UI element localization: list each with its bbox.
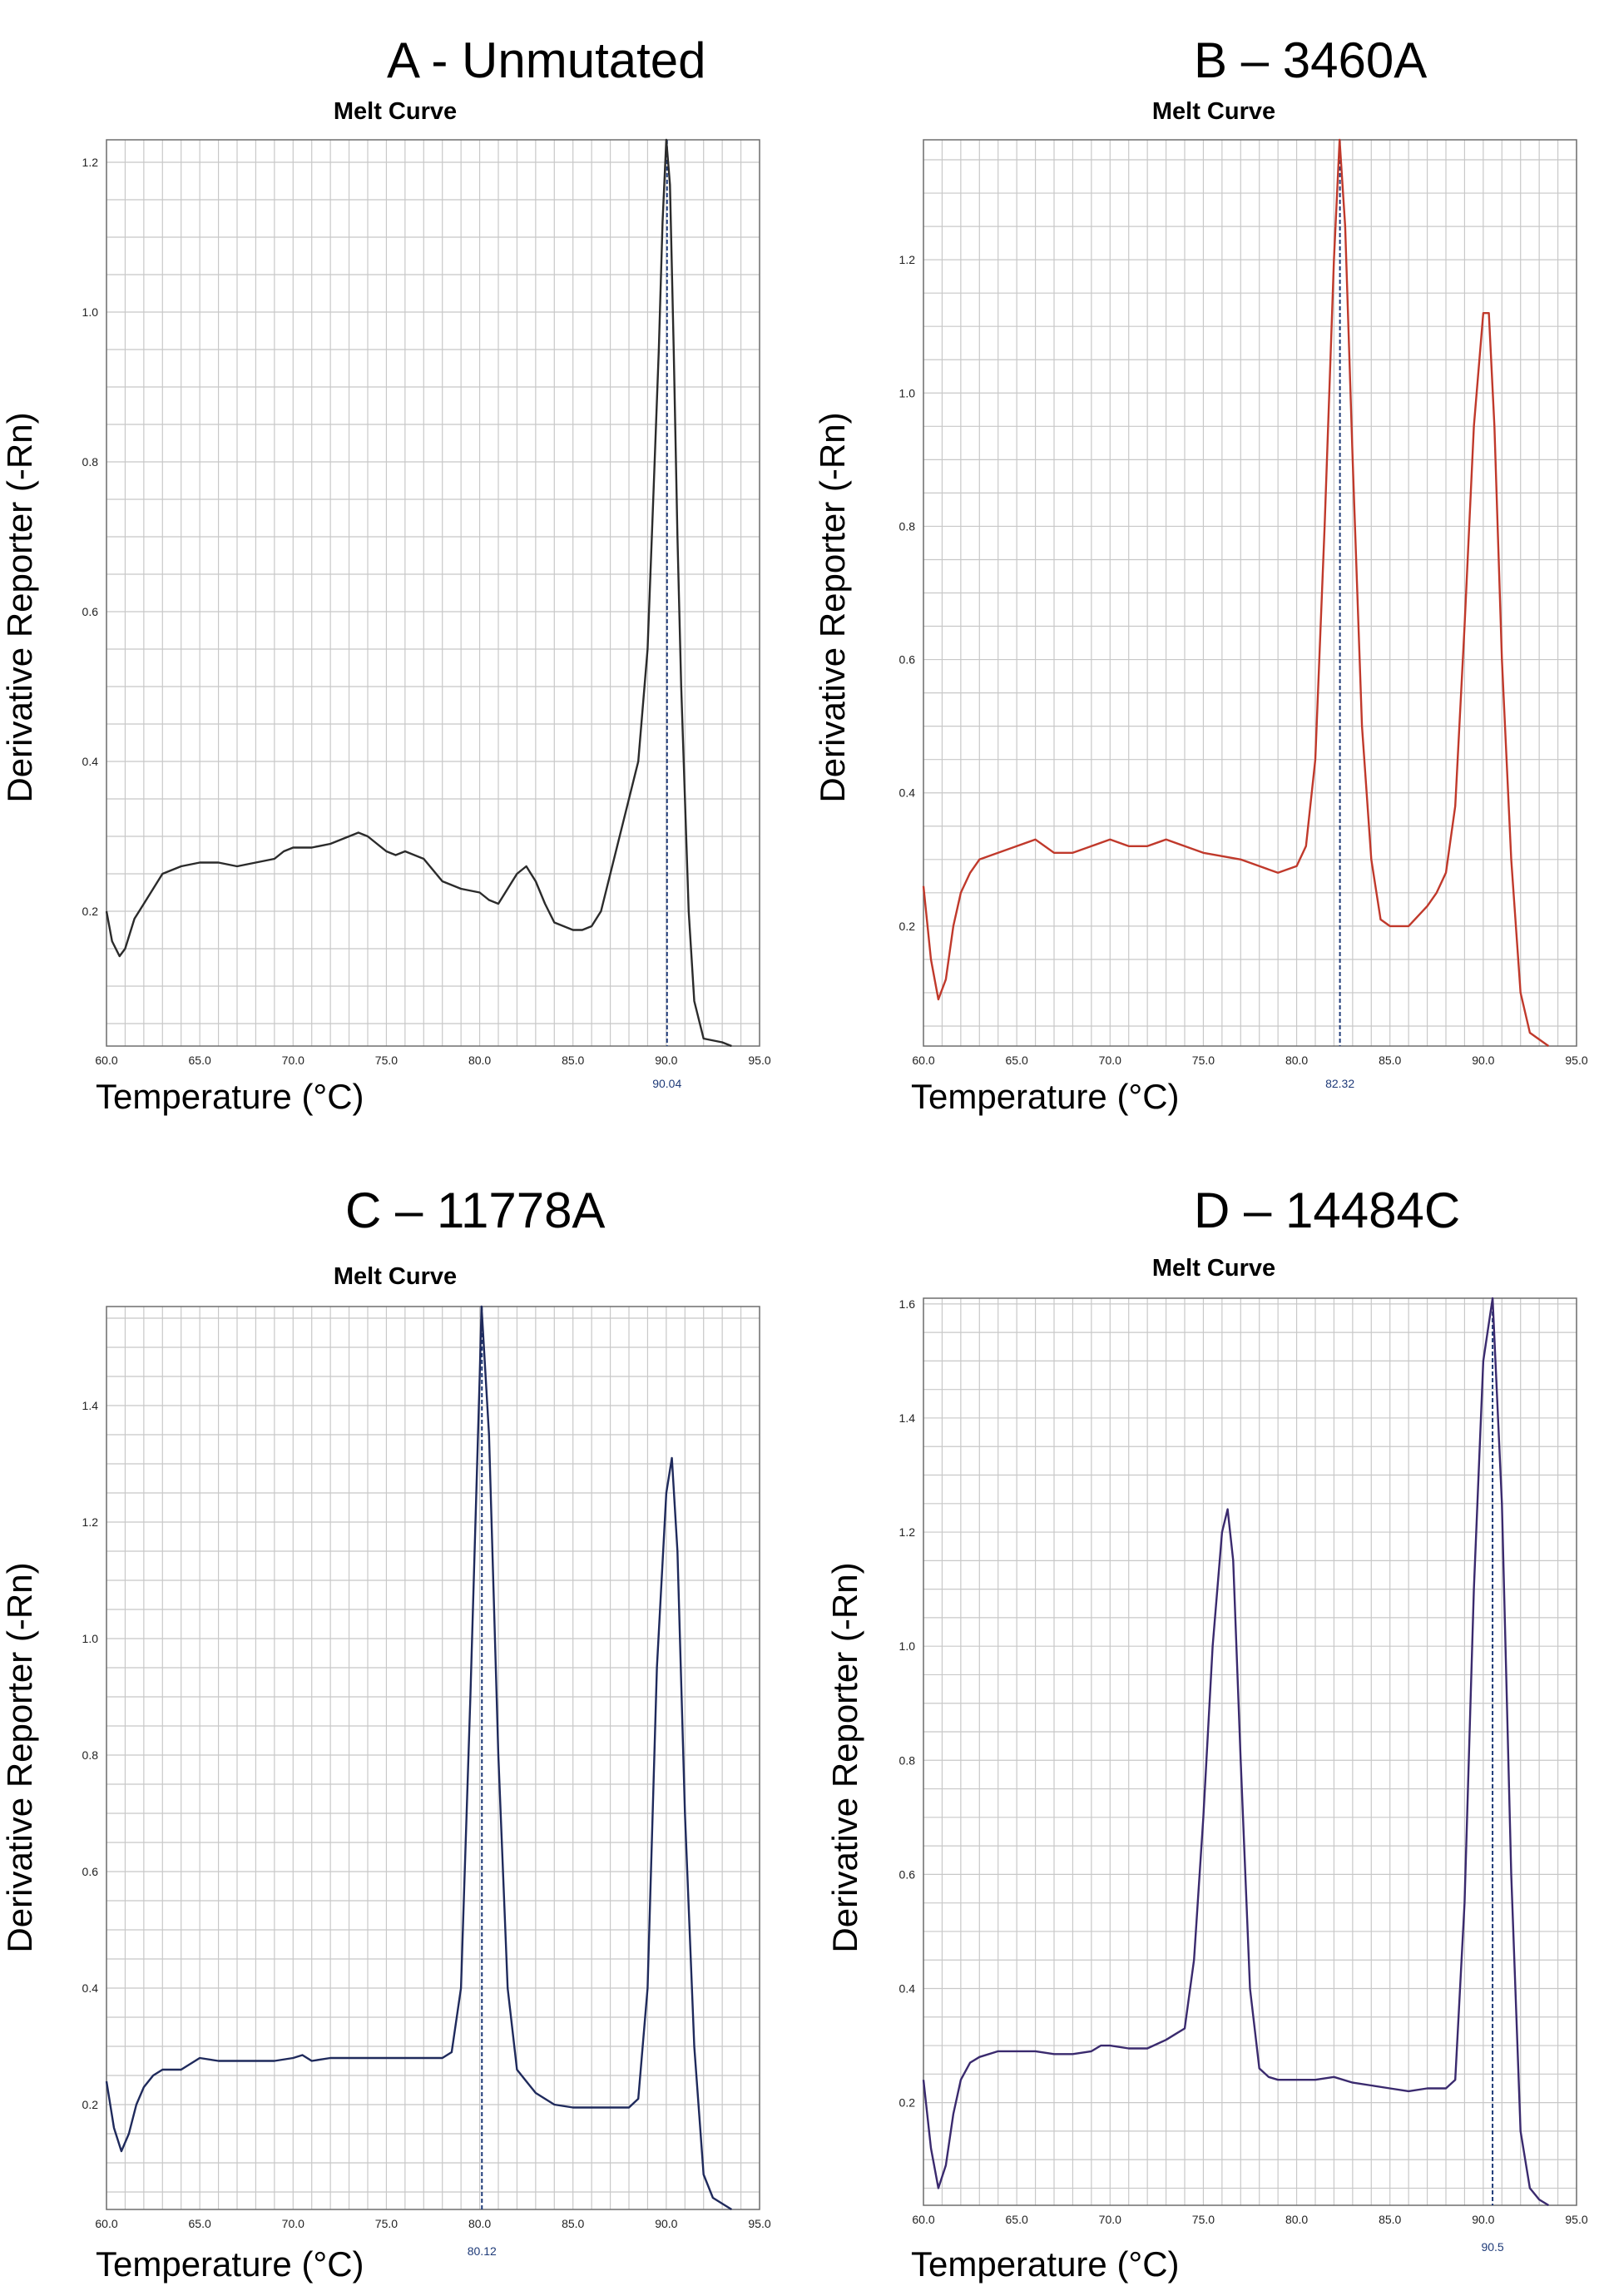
melt-curve-series-line <box>105 1305 733 2211</box>
y-tick-label: 0.4 <box>899 786 916 800</box>
y-tick-label: 1.6 <box>899 1297 916 1311</box>
x-tick-label: 80.0 <box>468 1054 491 1067</box>
x-tick-label: 85.0 <box>562 1054 584 1067</box>
x-tick-label: 95.0 <box>748 1054 770 1067</box>
chart-title: Melt Curve <box>1152 1255 1275 1282</box>
melt-curve-series-line <box>922 1297 1550 2207</box>
x-tick-label: 95.0 <box>1565 1054 1587 1067</box>
y-axis-label: Derivative Reporter (-Rn) <box>0 1562 39 1952</box>
peak-marker-label: 90.5 <box>1481 2240 1503 2254</box>
x-tick-label: 75.0 <box>375 1054 398 1067</box>
y-tick-label: 0.6 <box>82 605 99 618</box>
y-tick-label: 0.8 <box>82 1748 99 1762</box>
y-tick-label: 0.4 <box>899 1981 916 1995</box>
plot-frame <box>923 1297 1577 2206</box>
panel-heading: A - Unmutated <box>387 32 706 88</box>
plot-frame <box>106 1306 760 2210</box>
y-axis-label: Derivative Reporter (-Rn) <box>813 412 852 802</box>
y-tick-label: 0.8 <box>899 519 916 533</box>
y-tick-label: 1.4 <box>899 1411 916 1425</box>
x-tick-label: 70.0 <box>1099 1054 1121 1067</box>
chart-title: Melt Curve <box>334 1263 457 1290</box>
melt-curve-series-line <box>922 138 1550 1047</box>
chart-panel: C – 11778A Melt Curve 60.0 65.0 70.0 75.0 80.0… <box>0 1183 771 2284</box>
peak-marker-label: 82.32 <box>1325 1077 1354 1090</box>
y-tick-label: 1.2 <box>82 156 99 169</box>
y-tick-label: 0.8 <box>899 1753 916 1767</box>
x-tick-label: 65.0 <box>189 2217 211 2230</box>
y-tick-label: 0.2 <box>82 905 99 918</box>
x-tick-label: 85.0 <box>1379 2213 1401 2226</box>
plot-frame <box>923 139 1577 1047</box>
peak-marker-label: 90.04 <box>652 1077 681 1090</box>
x-axis-label: Temperature (°C) <box>96 2244 364 2284</box>
x-tick-label: 70.0 <box>282 2217 304 2230</box>
y-tick-label: 1.2 <box>899 253 916 266</box>
y-tick-label: 0.2 <box>82 2098 99 2111</box>
y-tick-label: 0.6 <box>899 1867 916 1881</box>
grid <box>106 140 760 1046</box>
x-tick-label: 60.0 <box>912 1054 934 1067</box>
x-tick-label: 75.0 <box>1192 1054 1215 1067</box>
y-axis-label: Derivative Reporter (-Rn) <box>825 1562 864 1952</box>
panel-heading: C – 11778A <box>345 1183 605 1238</box>
x-tick-label: 75.0 <box>375 2217 398 2230</box>
grid <box>923 140 1577 1046</box>
plot-area <box>106 1307 760 2209</box>
x-tick-label: 95.0 <box>1565 2213 1587 2226</box>
y-tick-label: 0.4 <box>82 1981 99 1995</box>
y-tick-label: 0.2 <box>899 920 916 933</box>
y-tick-label: 0.8 <box>82 455 99 469</box>
x-tick-label: 60.0 <box>95 2217 117 2230</box>
plot-area <box>106 140 760 1046</box>
y-tick-label: 0.6 <box>82 1865 99 1878</box>
x-axis-label: Temperature (°C) <box>911 2244 1180 2284</box>
x-tick-label: 90.0 <box>1472 1054 1494 1067</box>
x-tick-label: 60.0 <box>95 1054 117 1067</box>
x-tick-label: 80.0 <box>468 2217 491 2230</box>
chart-panel: B – 3460A Melt Curve 60.0 65.0 70.0 75.0 80.0 8… <box>813 32 1588 1116</box>
x-tick-label: 95.0 <box>748 2217 770 2230</box>
x-tick-label: 70.0 <box>282 1054 304 1067</box>
y-tick-label: 1.0 <box>82 305 99 319</box>
y-tick-label: 1.0 <box>899 1639 916 1653</box>
x-tick-label: 80.0 <box>1285 2213 1308 2226</box>
chart-panel: D – 14484C Melt Curve 60.0 65.0 70.0 75.0 80.0… <box>825 1183 1588 2284</box>
y-tick-label: 0.6 <box>899 653 916 667</box>
y-tick-label: 1.0 <box>82 1632 99 1645</box>
chart-title: Melt Curve <box>334 98 457 125</box>
plot-area <box>923 1298 1577 2205</box>
x-tick-label: 90.0 <box>655 2217 677 2230</box>
y-tick-label: 0.4 <box>82 755 99 768</box>
x-axis-label: Temperature (°C) <box>96 1077 364 1116</box>
peak-marker-label: 80.12 <box>468 2244 497 2258</box>
y-tick-label: 1.0 <box>899 386 916 399</box>
y-tick-label: 0.2 <box>899 2096 916 2110</box>
y-tick-label: 1.4 <box>82 1399 99 1412</box>
x-tick-label: 80.0 <box>1285 1054 1308 1067</box>
x-tick-label: 85.0 <box>562 2217 584 2230</box>
chart-panel: A - Unmutated Melt Curve 60.0 65.0 70.0 75.0 8… <box>0 32 771 1116</box>
x-tick-label: 65.0 <box>1006 1054 1028 1067</box>
panel-heading: D – 14484C <box>1194 1183 1460 1238</box>
y-tick-label: 1.2 <box>899 1525 916 1539</box>
x-tick-label: 90.0 <box>1472 2213 1494 2226</box>
x-tick-label: 70.0 <box>1099 2213 1121 2226</box>
plot-frame <box>106 139 760 1047</box>
chart-title: Melt Curve <box>1152 98 1275 125</box>
y-axis-label: Derivative Reporter (-Rn) <box>0 412 39 802</box>
x-tick-label: 60.0 <box>912 2213 934 2226</box>
x-axis-label: Temperature (°C) <box>911 1077 1180 1116</box>
y-tick-label: 1.2 <box>82 1515 99 1529</box>
x-tick-label: 65.0 <box>189 1054 211 1067</box>
x-tick-label: 65.0 <box>1006 2213 1028 2226</box>
melt-curve-series-line <box>105 138 732 1048</box>
x-tick-label: 75.0 <box>1192 2213 1215 2226</box>
panel-heading: B – 3460A <box>1194 32 1427 88</box>
x-tick-label: 90.0 <box>655 1054 677 1067</box>
x-tick-label: 85.0 <box>1379 1054 1401 1067</box>
grid <box>923 1298 1577 2205</box>
